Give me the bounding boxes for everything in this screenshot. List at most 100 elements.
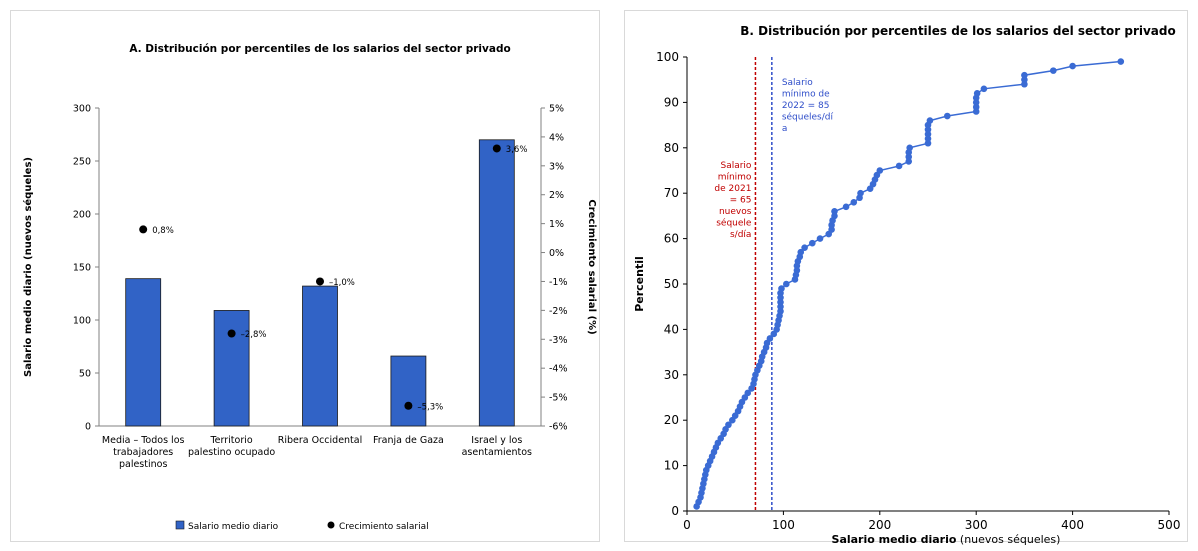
chart-a-growth-point [404,401,413,410]
chart-a-left-tick-label: 50 [79,369,91,380]
chart-a-right-tick-label: 5% [549,104,564,115]
chart-a-growth-point [492,144,501,153]
chart-b-point [777,298,784,306]
chart-a-category-label: trabajadores [113,447,173,458]
chart-b-reference-label: de 2021 [714,184,751,194]
chart-b-y-tick-label: 10 [664,459,679,473]
chart-a-growth-label: –2,8% [241,330,267,340]
chart-a-right-tick-label: 1% [549,219,564,230]
chart-b-point [980,85,988,93]
chart-a-bar [213,310,250,427]
chart-a-legend-bar-swatch [175,520,185,530]
chart-b-point [1050,67,1057,74]
chart-a-category-label: palestino ocupado [188,447,275,458]
chart-a-left-tick-label: 250 [73,157,91,168]
chart-b-point [828,226,835,233]
chart-b-point [777,307,784,315]
chart-b-y-tick-label: 40 [664,322,679,336]
chart-b-point [797,248,805,256]
chart-a-left-tick-label: 100 [73,316,91,327]
chart-b-x-tick-label: 500 [1158,518,1181,532]
chart-b-y-tick-label: 80 [664,141,679,155]
chart-a-y2label: Crecimiento salarial (%) [586,199,597,334]
chart-b-point [905,153,913,161]
chart-b-y-tick-label: 50 [664,277,679,291]
chart-b-x-tick-label: 400 [1061,518,1084,532]
chart-a-right-tick-label: -1% [549,277,568,288]
chart-b-xlabel-main: Salario medio diario [832,533,957,546]
chart-b-reference-label: s/día [730,230,751,240]
panel-a-wage-chart: A. Distribución por percentiles de los s… [10,10,600,542]
chart-b-point [924,135,932,143]
chart-a-right-tick-label: 2% [549,190,564,201]
chart-a-growth-point [139,225,148,234]
chart-b-point [766,335,774,342]
chart-b-reference-label: 2022 = 85 [782,101,830,111]
chart-a-growth-label: –1,0% [329,278,355,288]
chart-a-category-label: palestinos [119,459,167,470]
chart-b-reference-label: mínimo de [782,90,830,100]
chart-a-category-label: Ribera Occidental [278,435,363,446]
chart-a-growth-label: 0,8% [152,226,174,236]
chart-a-left-tick-label: 200 [73,210,91,221]
chart-a-category-label: Israel y los [471,435,522,446]
chart-b-point [816,235,824,242]
chart-b-point [973,90,981,97]
chart-a-category-label: asentamientos [462,447,532,458]
chart-b-point [895,162,903,170]
chart-b-point [1021,71,1028,79]
chart-a-right-tick-label: -4% [549,364,568,375]
chart-a-category-label: Territorio [209,435,252,446]
chart-b-point [777,294,784,301]
chart-b-point [905,158,913,165]
chart-b-point [725,421,732,429]
chart-b-y-tick-label: 70 [664,186,679,200]
chart-b-point [842,203,850,211]
chart-a-left-tick-label: 300 [73,104,91,115]
chart-b-x-tick-label: 0 [683,518,691,532]
chart-a-growth-label: –5,3% [417,402,443,412]
chart-b-y-tick-label: 20 [664,413,679,427]
chart-a-category-label: Franja de Gaza [373,435,444,446]
chart-b-x-tick-label: 200 [868,518,891,532]
chart-b-point [1069,62,1076,70]
chart-a-right-tick-label: 0% [549,248,564,259]
panel-b-percentile-chart: B. Distribución por percentiles de los s… [624,10,1188,546]
chart-a-right-tick-label: -5% [549,393,568,404]
chart-a-title: A. Distribución por percentiles de los s… [129,43,510,55]
chart-b-point [1021,80,1028,88]
chart-a-bar [125,278,162,427]
chart-b-xlabel-unit: (nuevos séqueles) [956,533,1060,546]
chart-b-reference-label: a [782,124,788,134]
chart-b-point [831,208,838,215]
chart-a-svg: A. Distribución por percentiles de los s… [22,43,597,532]
chart-b-title: B. Distribución por percentiles de los s… [740,24,1175,38]
chart-b-point [777,303,784,311]
chart-b-point [793,267,801,274]
chart-b-point [857,189,864,197]
chart-a-right-tick-label: -3% [549,335,568,346]
chart-b-point [943,112,951,120]
chart-b-xlabel: Salario medio diario (nuevos séqueles) [832,533,1061,546]
chart-b-point [801,244,808,251]
chart-b-y-tick-label: 0 [671,504,679,518]
chart-b-y-tick-label: 60 [664,232,679,246]
chart-b-point [809,239,816,247]
chart-a-growth-point [316,277,324,286]
chart-b-ylabel: Percentil [633,256,646,312]
chart-a-right-tick-label: 4% [549,132,564,143]
chart-b-point [782,280,790,288]
chart-b-reference-label: mínimo [718,173,752,183]
chart-b-point [876,167,884,174]
chart-b-point [972,103,980,111]
chart-b-point [924,126,932,133]
chart-b-reference-label: nuevos [719,207,752,217]
chart-b-y-tick-label: 100 [656,50,679,64]
chart-a-left-tick-label: 0 [85,422,91,433]
chart-b-point [1117,58,1125,65]
chart-a-legend-dot-swatch [327,521,335,529]
chart-a-ylabel: Salario medio diario (nuevos séqueles) [22,157,34,377]
chart-b-reference-label: séquele [716,218,752,229]
chart-a-right-tick-label: -2% [549,306,568,317]
chart-b-point [926,117,934,124]
